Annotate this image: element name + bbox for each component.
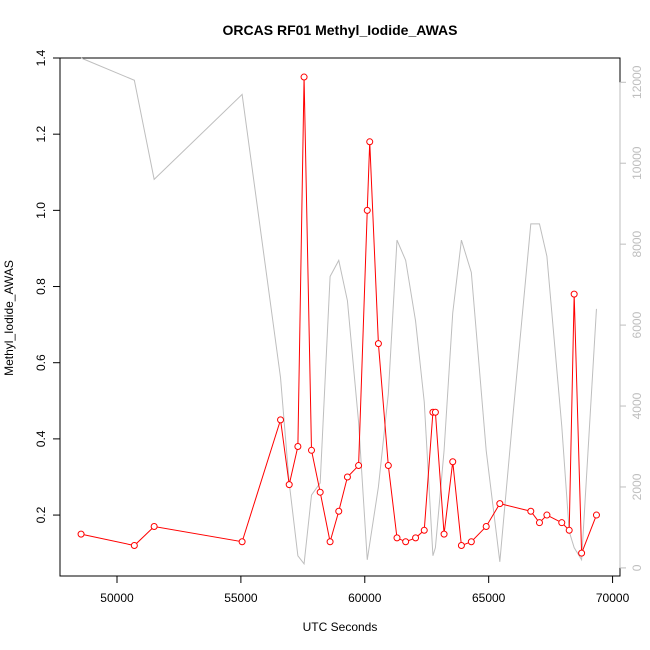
x-tick-label: 55000	[224, 591, 258, 605]
data-point	[420, 526, 428, 534]
plot-frame	[59, 57, 621, 577]
chart-title: ORCAS RF01 Methyl_Iodide_AWAS	[223, 22, 458, 38]
y2-tick-label: 12000	[630, 65, 644, 99]
x-tick-label: 70000	[596, 591, 630, 605]
data-point	[431, 408, 439, 416]
y2-tick-label: 8000	[630, 230, 644, 257]
data-point	[294, 443, 302, 450]
series-secondary-line	[80, 57, 597, 566]
data-point	[440, 530, 448, 538]
data-point	[150, 522, 158, 530]
y-tick-label: 1.4	[34, 49, 48, 66]
data-point	[578, 549, 586, 557]
data-point	[384, 462, 392, 470]
y2-axis: 0 2000 4000 6000 8000 10000 12000	[619, 65, 644, 571]
data-point	[535, 519, 543, 527]
y2-tick-label: 10000	[630, 146, 644, 180]
data-point	[412, 534, 420, 542]
y2-tick-label: 2000	[630, 473, 644, 500]
data-point	[402, 538, 410, 546]
data-point	[238, 538, 246, 546]
data-point	[374, 340, 382, 348]
data-point	[355, 462, 363, 470]
series-primary	[77, 73, 600, 557]
data-point	[527, 507, 535, 515]
data-point	[285, 481, 293, 489]
data-point	[363, 206, 371, 214]
y-axis-label: Methyl_Iodide_AWAS	[2, 260, 16, 376]
series-primary-line	[80, 77, 597, 554]
y-tick-label: 0.4	[34, 430, 48, 447]
data-point	[277, 416, 285, 424]
data-point	[457, 542, 465, 550]
x-tick-label: 60000	[348, 591, 382, 605]
data-point	[326, 538, 334, 546]
data-point	[393, 534, 401, 542]
y2-tick-label: 4000	[630, 392, 644, 419]
data-point	[558, 519, 566, 527]
data-point	[366, 138, 374, 146]
y-tick-label: 1.2	[34, 126, 48, 143]
data-point	[570, 290, 578, 298]
data-point	[300, 73, 308, 81]
data-point	[77, 530, 85, 538]
data-point	[482, 522, 490, 530]
x-tick-label: 65000	[472, 591, 506, 605]
data-point	[316, 488, 324, 496]
y-axis: 0.2 0.4 0.6 0.8 1.0 1.2 1.4	[34, 49, 61, 523]
data-point	[449, 458, 457, 466]
data-point	[343, 473, 351, 481]
data-point	[543, 511, 551, 519]
data-point	[130, 542, 138, 550]
data-point	[565, 526, 573, 534]
x-tick-label: 50000	[100, 591, 134, 605]
data-point	[496, 500, 504, 508]
x-axis: 50000 55000 60000 65000 70000	[100, 575, 630, 605]
y2-tick-label: 0	[630, 564, 644, 571]
data-point	[467, 538, 475, 546]
y-tick-label: 0.8	[34, 278, 48, 295]
data-point	[335, 507, 343, 515]
y-tick-label: 0.2	[34, 506, 48, 523]
y-tick-label: 0.6	[34, 354, 48, 371]
data-point	[308, 446, 316, 454]
y-tick-label: 1.0	[34, 202, 48, 219]
data-point	[592, 511, 600, 519]
x-axis-label: UTC Seconds	[303, 620, 378, 634]
y2-tick-label: 6000	[630, 311, 644, 338]
series-secondary	[80, 57, 597, 566]
